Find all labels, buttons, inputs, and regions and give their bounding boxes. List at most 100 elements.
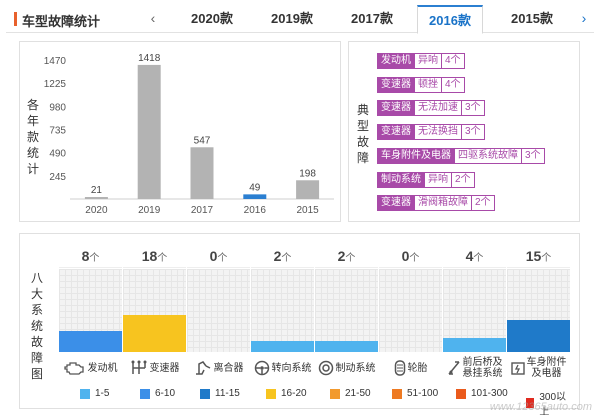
year-bar-chart: 245 490 735 980 1225 1470 21 2020 1418 2019 547 20… <box>44 53 334 216</box>
system-count: 4个 <box>443 244 506 268</box>
fault-item[interactable]: 变速器 滑阀箱故障 2个 <box>377 195 495 211</box>
fault-count: 2个 <box>452 172 475 188</box>
system-label: 制动系统 <box>315 353 378 383</box>
system-bar-fill <box>59 331 122 352</box>
header: 车型故障统计 ‹ 2020款 2019款 2017款 2016款 2015款 › <box>6 5 594 34</box>
electrical-icon <box>510 362 525 375</box>
legend-item: 21-50 <box>330 388 371 399</box>
fault-count: 2个 <box>472 195 495 211</box>
system-count: 15个 <box>507 244 570 268</box>
y-tick-label: 1225 <box>44 79 67 90</box>
legend-item: 16-20 <box>266 388 307 399</box>
system-bar-fill <box>443 338 506 352</box>
y-tick-label: 980 <box>49 102 66 113</box>
bar-value-label: 198 <box>299 168 316 179</box>
system-column-brake[interactable]: 2个 制动系统 <box>314 244 378 384</box>
system-bar-fill <box>251 341 314 352</box>
system-label: 轮胎 <box>379 353 442 383</box>
fault-count: 3个 <box>522 148 545 164</box>
system-label: 车身附件及电器 <box>507 353 570 383</box>
system-count: 8个 <box>59 244 122 268</box>
fault-item[interactable]: 发动机 异响 4个 <box>377 53 465 69</box>
eight-systems-panel: 八大系统故障图 8个 发动机 18个 变速器 0个 离合器 2个 转向系统 <box>19 233 580 415</box>
fault-category: 变速器 <box>377 195 415 211</box>
color-legend: 1-5 6-10 11-15 16-20 21-50 51-100 101-30… <box>80 388 570 415</box>
system-bar-fill <box>315 341 378 352</box>
system-bar-area <box>187 269 250 352</box>
year-stats-panel: 各年款统计 245 490 735 980 1225 1470 21 2020 1418 201… <box>19 41 341 222</box>
system-bar-area <box>443 269 506 352</box>
fault-item[interactable]: 变速器 无法加速 3个 <box>377 100 485 116</box>
y-tick-label: 490 <box>49 149 66 160</box>
fault-item[interactable]: 变速器 无法换挡 3个 <box>377 124 485 140</box>
bar-2017 <box>190 147 214 199</box>
tab-2020[interactable]: 2020款 <box>191 11 233 26</box>
system-bar-area <box>315 269 378 352</box>
legend-item: 101-300 <box>456 388 508 399</box>
system-bar-fill <box>123 315 186 352</box>
x-tick-label: 2015 <box>296 205 319 216</box>
tab-2016[interactable]: 2016款 <box>417 5 483 34</box>
x-tick-label: 2019 <box>138 205 161 216</box>
x-tick-label: 2016 <box>244 205 267 216</box>
tab-2015[interactable]: 2015款 <box>511 11 553 26</box>
watermark: www.12365auto.com <box>489 401 592 413</box>
system-column-steering[interactable]: 2个 转向系统 <box>250 244 314 384</box>
system-column-clutch[interactable]: 0个 离合器 <box>186 244 250 384</box>
system-label: 转向系统 <box>251 353 314 383</box>
x-tick-label: 2017 <box>191 205 214 216</box>
fault-category: 制动系统 <box>377 172 425 188</box>
legend-item: 6-10 <box>140 388 175 399</box>
fault-category: 变速器 <box>377 100 415 116</box>
system-column-gearbox[interactable]: 18个 变速器 <box>122 244 186 384</box>
fault-category: 车身附件及电器 <box>377 148 455 164</box>
fault-category: 变速器 <box>377 124 415 140</box>
y-tick-label: 245 <box>49 172 66 183</box>
system-count: 2个 <box>315 244 378 268</box>
tab-2019[interactable]: 2019款 <box>271 11 313 26</box>
system-bar-area <box>123 269 186 352</box>
system-count: 18个 <box>123 244 186 268</box>
bar-2020 <box>84 197 108 199</box>
fault-desc: 异响 <box>415 53 442 69</box>
bar-value-label: 547 <box>194 135 211 146</box>
system-column-engine[interactable]: 8个 发动机 <box>58 244 122 384</box>
fault-count: 4个 <box>442 53 465 69</box>
system-bar-area <box>251 269 314 352</box>
suspension-icon <box>447 361 460 375</box>
page-title: 车型故障统计 <box>22 14 101 29</box>
system-bar-fill <box>507 320 570 352</box>
prev-arrow-icon[interactable]: ‹ <box>150 10 156 26</box>
fault-category: 变速器 <box>377 77 415 93</box>
next-arrow-icon[interactable]: › <box>581 10 587 26</box>
system-column-tire[interactable]: 0个 轮胎 <box>378 244 442 384</box>
fault-desc: 滑阀箱故障 <box>415 195 472 211</box>
typical-faults-panel: 典型故障 发动机 异响 4个 变速器 顿挫 4个 变速器 无法加速 3个 变速器… <box>348 41 580 222</box>
bar-value-label: 49 <box>249 182 261 193</box>
fault-item[interactable]: 制动系统 异响 2个 <box>377 172 475 188</box>
system-column-suspension[interactable]: 4个 前后桥及悬挂系统 <box>442 244 506 384</box>
faults-side-label: 典型故障 <box>356 103 369 165</box>
fault-desc: 无法换挡 <box>415 124 462 140</box>
system-bar-area <box>507 269 570 352</box>
fault-item[interactable]: 变速器 顿挫 4个 <box>377 77 465 93</box>
bar-2015 <box>296 180 320 199</box>
y-tick-label: 735 <box>49 126 66 137</box>
system-label: 变速器 <box>123 353 186 383</box>
clutch-icon <box>195 361 210 375</box>
fault-desc: 异响 <box>425 172 452 188</box>
bar-value-label: 1418 <box>138 53 161 64</box>
legend-item: 300以上 <box>526 388 570 415</box>
system-label: 前后桥及悬挂系统 <box>443 353 506 383</box>
bar-2019 <box>137 64 161 199</box>
fault-category: 发动机 <box>377 53 415 69</box>
system-bar-area <box>59 269 122 352</box>
fault-item[interactable]: 车身附件及电器 四驱系统故障 3个 <box>377 148 545 164</box>
chart-side-label: 各年款统计 <box>26 98 39 176</box>
system-column-electrical[interactable]: 15个 车身附件及电器 <box>506 244 570 384</box>
system-count: 0个 <box>379 244 442 268</box>
brake-icon <box>318 360 333 376</box>
system-count: 0个 <box>187 244 250 268</box>
fault-desc: 无法加速 <box>415 100 462 116</box>
tab-2017[interactable]: 2017款 <box>351 11 393 26</box>
